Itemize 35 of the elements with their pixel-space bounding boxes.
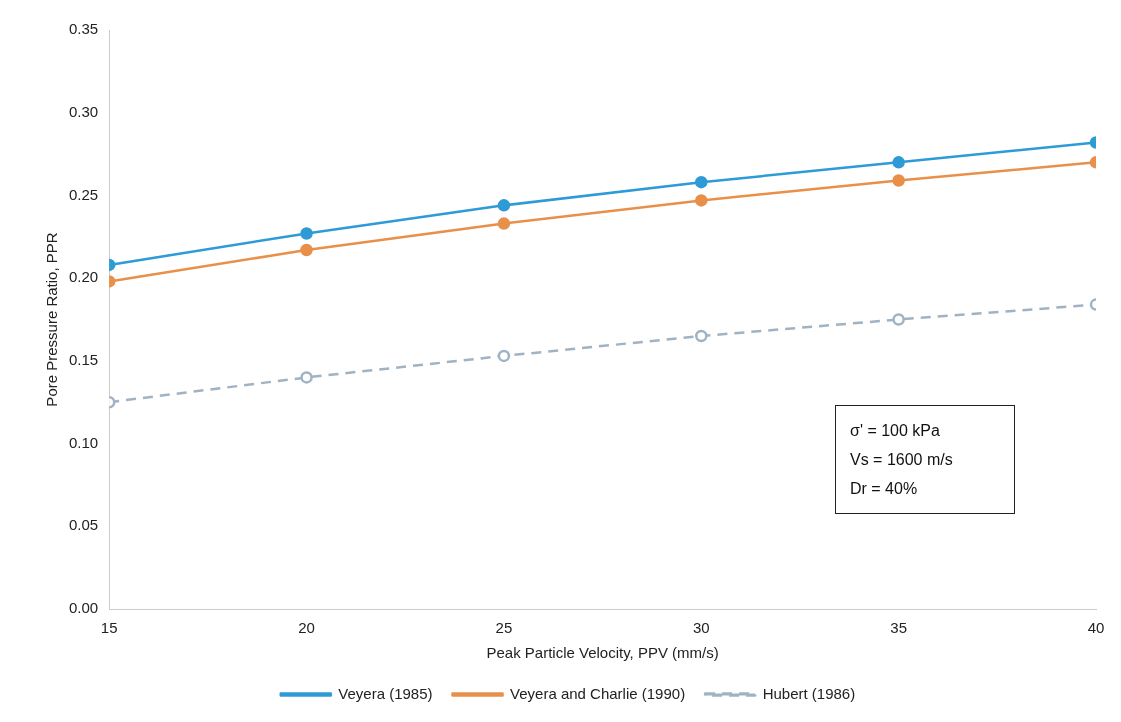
annotation: Vs = 1600 m/s (850, 450, 954, 470)
point (695, 329, 708, 343)
y-tick-label: 0.20 (68, 268, 99, 286)
y-tick-label: 0.10 (68, 433, 99, 451)
point (892, 156, 905, 169)
y-tick-label: 0.35 (68, 20, 99, 38)
legend-label: Veyera (1985) (338, 684, 433, 702)
point (300, 371, 313, 384)
y-tick-label: 0.30 (68, 102, 99, 120)
y-axis-title: Pore Pressure Ratio, PPR (43, 232, 61, 407)
point (892, 174, 905, 187)
legend-label: Hubert (1986) (762, 684, 856, 702)
legend-label: Veyera and Charlie (1990) (510, 684, 686, 702)
point (497, 217, 511, 230)
point (300, 227, 313, 240)
point (695, 194, 708, 207)
point (695, 175, 708, 189)
point (300, 243, 313, 257)
x-tick-label: 25 (495, 619, 513, 637)
x-tick-label: 30 (692, 619, 710, 637)
annotation: Dr = 40% (850, 479, 919, 499)
y-tick-label: 0.15 (68, 351, 99, 368)
point (497, 199, 511, 212)
x-tick-label: 15 (100, 619, 118, 637)
x-tick-label: 35 (890, 619, 907, 637)
note-box: σ' = 100 kPa Vs = 1600 m/s Dr = 40% (835, 405, 1015, 514)
y-tick-label: 0.25 (68, 185, 99, 203)
point (892, 313, 905, 326)
y-tick-label: 0.00 (68, 599, 99, 617)
y-tick-label: 0.05 (68, 516, 99, 534)
point (497, 349, 511, 363)
x-tick-label: 20 (298, 619, 315, 637)
annotation: σ' = 100 kPa (850, 421, 941, 441)
x-tick-label: 40 (1087, 619, 1105, 637)
x-axis-title: Peak Particle Velocity, PPV (mm/s) (486, 644, 719, 662)
